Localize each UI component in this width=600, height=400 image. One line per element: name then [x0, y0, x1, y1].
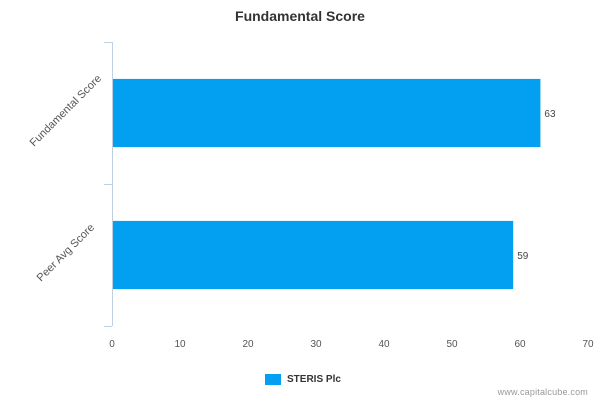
x-tick-label: 20: [242, 339, 254, 350]
legend[interactable]: STERIS Plc: [265, 374, 341, 385]
x-tick-label: 70: [582, 339, 594, 350]
bar-data-label: 59: [517, 251, 529, 262]
chart-title: Fundamental Score: [235, 8, 365, 24]
x-tick-label: 60: [514, 339, 526, 350]
x-tick-label: 0: [109, 339, 115, 350]
category-label: Peer Avg Score: [35, 222, 97, 284]
legend-swatch: [265, 374, 281, 385]
bar-fundamental-score: [113, 78, 541, 148]
legend-label: STERIS Plc: [287, 374, 341, 385]
watermark: www.capitalcube.com: [497, 387, 588, 397]
x-tick-label: 50: [446, 339, 458, 350]
x-tick-label: 30: [310, 339, 322, 350]
bar-data-label: 63: [544, 109, 556, 120]
x-tick-label: 10: [174, 339, 186, 350]
category-label: Fundamental Score: [28, 73, 104, 149]
bar-peer-avg-score: [113, 220, 514, 290]
x-tick-label: 40: [378, 339, 390, 350]
